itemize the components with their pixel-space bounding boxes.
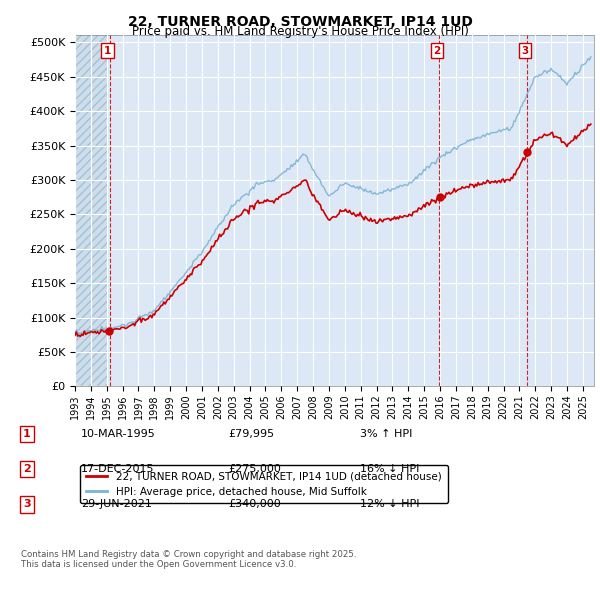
Text: 1: 1 (23, 429, 31, 438)
Text: 3% ↑ HPI: 3% ↑ HPI (360, 429, 412, 438)
Text: £275,000: £275,000 (228, 464, 281, 474)
Text: 3: 3 (23, 500, 31, 509)
Legend: 22, TURNER ROAD, STOWMARKET, IP14 1UD (detached house), HPI: Average price, deta: 22, TURNER ROAD, STOWMARKET, IP14 1UD (d… (80, 466, 448, 503)
Text: 17-DEC-2015: 17-DEC-2015 (81, 464, 155, 474)
Text: 10-MAR-1995: 10-MAR-1995 (81, 429, 156, 438)
Text: 2: 2 (23, 464, 31, 474)
Bar (75, 35, 109, 386)
Text: 16% ↓ HPI: 16% ↓ HPI (360, 464, 419, 474)
Text: 3: 3 (521, 45, 529, 55)
Text: £79,995: £79,995 (228, 429, 274, 438)
Text: Price paid vs. HM Land Registry's House Price Index (HPI): Price paid vs. HM Land Registry's House … (131, 25, 469, 38)
Text: Contains HM Land Registry data © Crown copyright and database right 2025.: Contains HM Land Registry data © Crown c… (21, 550, 356, 559)
Text: 12% ↓ HPI: 12% ↓ HPI (360, 500, 419, 509)
Text: £340,000: £340,000 (228, 500, 281, 509)
Text: 1: 1 (104, 45, 111, 55)
Text: 2: 2 (433, 45, 440, 55)
Text: This data is licensed under the Open Government Licence v3.0.: This data is licensed under the Open Gov… (21, 560, 296, 569)
Text: 22, TURNER ROAD, STOWMARKET, IP14 1UD: 22, TURNER ROAD, STOWMARKET, IP14 1UD (128, 15, 472, 29)
Text: 29-JUN-2021: 29-JUN-2021 (81, 500, 152, 509)
